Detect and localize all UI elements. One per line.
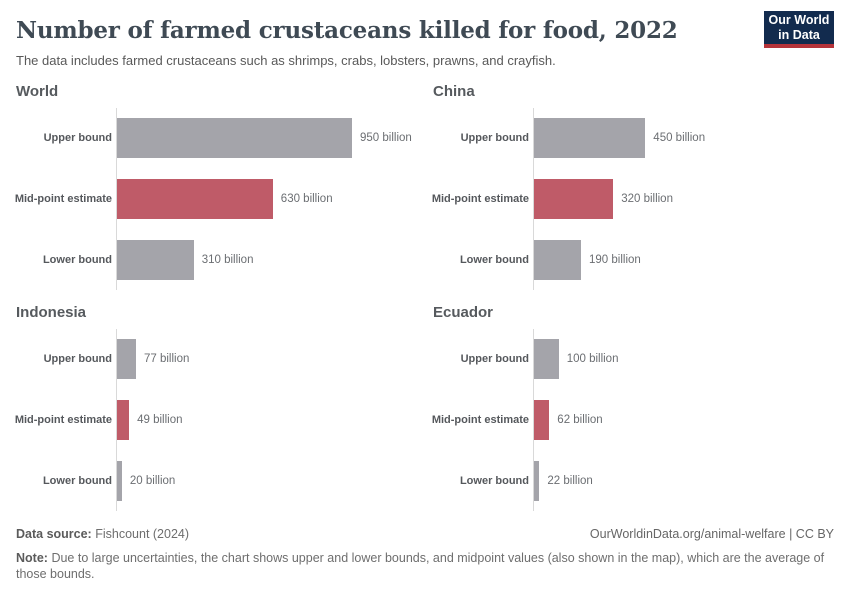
owid-logo-line1: Our World [768, 12, 830, 27]
bar-lower-bound[interactable] [534, 240, 581, 280]
category-label-upper-bound: Upper bound [43, 132, 112, 144]
charts-grid: World Upper bound 950 billion Mid-point est… [0, 83, 850, 511]
panel-plot: Upper bound 100 billion Mid-point estimate… [425, 329, 842, 511]
category-label-upper-bound: Upper bound [460, 353, 529, 365]
chart-note-text: Due to large uncertainties, the chart sh… [16, 551, 825, 581]
panel-title-china: China [433, 83, 475, 100]
category-label-mid-point-estimate: Mid-point estimate [14, 414, 112, 426]
bar-row: Mid-point estimate 630 billion [8, 179, 425, 219]
y-axis-line [533, 108, 534, 290]
chart-note: Note: Due to large uncertainties, the ch… [16, 550, 834, 582]
bar-row: Lower bound 20 billion [8, 461, 425, 501]
page-subtitle: The data includes farmed crustaceans suc… [16, 53, 556, 68]
bar-upper-bound[interactable] [534, 339, 559, 379]
bar-lower-bound[interactable] [117, 461, 122, 501]
category-label-lower-bound: Lower bound [42, 475, 112, 487]
panel-plot: Upper bound 950 billion Mid-point estimate… [8, 108, 425, 290]
panel-title-world: World [16, 83, 59, 100]
bar-lower-bound[interactable] [117, 240, 194, 280]
category-label-lower-bound: Lower bound [459, 475, 529, 487]
bar-upper-bound[interactable] [117, 339, 136, 379]
bar-row: Lower bound 22 billion [425, 461, 842, 501]
chart-note-label: Note: [16, 551, 48, 565]
value-label: 77 billion [144, 353, 190, 365]
bar-row: Upper bound 100 billion [425, 339, 842, 379]
value-label: 450 billion [653, 132, 706, 144]
page-title: Number of farmed crustaceans killed for … [16, 17, 678, 44]
bar-row: Mid-point estimate 320 billion [425, 179, 842, 219]
bar-mid-point-estimate[interactable] [534, 179, 614, 219]
chart-footer: Data source: Fishcount (2024) OurWorldin… [0, 527, 850, 582]
bar-upper-bound[interactable] [534, 118, 646, 158]
bar-row: Mid-point estimate 62 billion [425, 400, 842, 440]
category-label-mid-point-estimate: Mid-point estimate [431, 193, 529, 205]
category-label-lower-bound: Lower bound [42, 254, 112, 266]
panel-plot: Upper bound 77 billion Mid-point estimate 4… [8, 329, 425, 511]
panel-china: China Upper bound 450 billion Mid-point est… [425, 83, 842, 290]
bar-mid-point-estimate[interactable] [117, 179, 273, 219]
chart-header: Number of farmed crustaceans killed for … [0, 0, 850, 69]
value-label: 49 billion [137, 414, 183, 426]
value-label: 310 billion [201, 254, 254, 266]
bar-upper-bound[interactable] [117, 118, 352, 158]
panel-title-indonesia: Indonesia [16, 304, 87, 321]
bar-row: Upper bound 950 billion [8, 118, 425, 158]
y-axis-line [116, 108, 117, 290]
value-label: 320 billion [621, 193, 673, 205]
bar-row: Upper bound 450 billion [425, 118, 842, 158]
data-source-label: Data source: [16, 527, 92, 541]
value-label: 22 billion [547, 475, 593, 487]
category-label-mid-point-estimate: Mid-point estimate [431, 414, 529, 426]
panel-title-ecuador: Ecuador [433, 304, 494, 321]
owid-link[interactable]: OurWorldinData.org/animal-welfare | CC B… [589, 527, 834, 541]
bar-row: Lower bound 190 billion [425, 240, 842, 280]
bar-lower-bound[interactable] [534, 461, 540, 501]
value-label: 630 billion [280, 193, 333, 205]
bar-mid-point-estimate[interactable] [117, 400, 130, 440]
panel-world: World Upper bound 950 billion Mid-point est… [8, 83, 425, 290]
bar-mid-point-estimate[interactable] [534, 400, 550, 440]
value-label: 190 billion [589, 254, 641, 266]
panel-indonesia: Indonesia Upper bound 77 billion Mid-point … [8, 304, 425, 511]
y-axis-line [116, 329, 117, 511]
value-label: 20 billion [129, 475, 176, 487]
data-source: Data source: Fishcount (2024) [16, 527, 189, 541]
y-axis-line [533, 329, 534, 511]
owid-logo[interactable]: Our World in Data [764, 11, 834, 48]
category-label-mid-point-estimate: Mid-point estimate [14, 193, 112, 205]
category-label-upper-bound: Upper bound [460, 132, 529, 144]
owid-logo-line2: in Data [778, 27, 820, 42]
value-label: 62 billion [557, 414, 603, 426]
value-label: 950 billion [360, 132, 412, 144]
category-label-lower-bound: Lower bound [459, 254, 529, 266]
category-label-upper-bound: Upper bound [43, 353, 112, 365]
value-label: 100 billion [566, 353, 619, 365]
bar-row: Mid-point estimate 49 billion [8, 400, 425, 440]
bar-row: Lower bound 310 billion [8, 240, 425, 280]
data-source-value: Fishcount (2024) [95, 527, 190, 541]
bar-row: Upper bound 77 billion [8, 339, 425, 379]
panel-plot: Upper bound 450 billion Mid-point estimate… [425, 108, 842, 290]
panel-ecuador: Ecuador Upper bound 100 billion Mid-point e… [425, 304, 842, 511]
